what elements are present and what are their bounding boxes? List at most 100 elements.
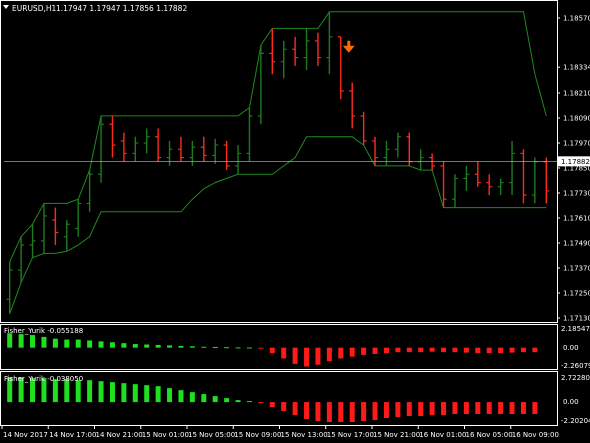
price-tick-label: 1.17610 <box>563 215 590 223</box>
ohlc-bar[interactable] <box>429 153 436 171</box>
ohlc-bar[interactable] <box>303 28 310 71</box>
indicator2-histogram[interactable] <box>7 377 538 422</box>
ohlc-bar[interactable] <box>269 28 276 75</box>
ohlc-bar[interactable] <box>235 145 242 175</box>
indicator1-histogram[interactable] <box>7 333 538 367</box>
fisher2-bar <box>326 402 332 422</box>
ohlc-bar[interactable] <box>86 170 93 212</box>
price-scale[interactable]: 1.18570 1.18334 1.18210 1.18090 1.17970 1.178… <box>557 15 590 323</box>
fisher2-bar <box>361 402 367 421</box>
main-chart-frame <box>0 0 558 323</box>
fisher2-bar <box>224 398 230 403</box>
ohlc-bar[interactable] <box>166 140 173 166</box>
fisher2-bar <box>155 386 161 403</box>
indicator1-scale-zero: 0.00 <box>563 344 579 352</box>
ohlc-bar[interactable] <box>6 261 13 314</box>
ohlc-bar[interactable] <box>543 157 550 204</box>
ohlc-bar[interactable] <box>349 82 356 129</box>
indicator1-scale: 2.185476 0.00 -2.260797 <box>561 325 590 370</box>
fisher2-bar <box>167 388 173 403</box>
time-axis[interactable]: 14 Nov 2017 14 Nov 17:00 14 Nov 21:00 15 No… <box>1 426 559 439</box>
ohlc-bar[interactable] <box>394 132 401 158</box>
ohlc-bar[interactable] <box>132 136 139 162</box>
fisher2-bar <box>383 402 389 419</box>
ohlc-bar[interactable] <box>417 149 424 171</box>
ohlc-bar[interactable] <box>98 115 105 183</box>
time-tick-label: 15 Nov 21:00 <box>373 431 420 439</box>
ohlc-bar[interactable] <box>177 136 184 162</box>
ohlc-bar[interactable] <box>212 138 219 164</box>
ohlc-bar[interactable] <box>18 236 25 283</box>
fisher2-bar <box>75 380 81 403</box>
ohlc-bar[interactable] <box>292 36 299 66</box>
fisher2-bar <box>509 402 515 415</box>
ohlc-bar[interactable] <box>463 165 470 191</box>
fisher2-bar <box>144 385 150 403</box>
ohlc-bar[interactable] <box>406 132 413 166</box>
ohlc-bar[interactable] <box>257 45 264 125</box>
fisher1-bar <box>189 346 195 348</box>
fisher2-bar <box>246 401 252 403</box>
ohlc-bar[interactable] <box>326 11 333 75</box>
indicator2-frame <box>0 371 558 426</box>
time-tick-label: 15 Nov 01:00 <box>142 431 189 439</box>
ohlc-bar[interactable] <box>280 40 287 79</box>
ohlc-bar[interactable] <box>223 140 230 171</box>
channel-lower-line <box>9 136 547 314</box>
ohlc-bar[interactable] <box>383 140 390 166</box>
fisher2-bar <box>201 394 207 403</box>
fisher1-bar <box>304 347 310 367</box>
fisher1-bar <box>87 340 93 348</box>
fisher2-bar <box>178 390 184 403</box>
time-tick-label: 15 Nov 13:00 <box>281 431 328 439</box>
fisher2-bar <box>429 402 435 416</box>
ohlc-readout: 1.17947 1.17947 1.17856 1.17882 <box>56 4 187 13</box>
price-tick-label: 1.18090 <box>563 115 590 123</box>
ohlc-bar[interactable] <box>63 220 70 252</box>
ohlc-bar[interactable] <box>40 203 47 254</box>
ohlc-bar[interactable] <box>143 128 150 154</box>
ohlc-bar[interactable] <box>155 128 162 162</box>
ohlc-bar[interactable] <box>52 207 59 246</box>
fisher2-bar <box>64 379 70 403</box>
ohlc-bar[interactable] <box>246 107 253 162</box>
fisher1-bar <box>429 347 435 352</box>
fisher1-bar <box>395 347 401 353</box>
ohlc-bar[interactable] <box>486 174 493 196</box>
fisher1-bar <box>441 347 447 353</box>
time-tick-label: 14 Nov 21:00 <box>96 431 143 439</box>
fisher1-bar <box>121 343 127 348</box>
price-tick-label: 1.17250 <box>563 290 590 298</box>
ohlc-bar[interactable] <box>200 136 207 162</box>
dropdown-triangle-icon[interactable] <box>3 5 9 9</box>
ohlc-bar[interactable] <box>29 224 36 258</box>
time-tick-label: 15 Nov 09:00 <box>234 431 281 439</box>
fisher1-bar <box>212 346 218 348</box>
fisher2-bar <box>338 402 344 422</box>
ohlc-bar[interactable] <box>520 149 527 204</box>
ohlc-bar[interactable] <box>509 140 516 196</box>
ohlc-bar[interactable] <box>451 174 458 208</box>
fisher2-bar <box>98 381 104 403</box>
time-tick-label: 15 Nov 17:00 <box>327 431 374 439</box>
ohlc-bar[interactable] <box>189 140 196 166</box>
fisher2-bar <box>315 402 321 421</box>
ohlc-bar[interactable] <box>314 32 321 66</box>
ohlc-bar[interactable] <box>497 178 504 196</box>
indicator2-scale-zero: 0.00 <box>563 398 579 406</box>
ohlc-bar[interactable] <box>360 111 367 146</box>
ohlc-bar[interactable] <box>109 115 116 158</box>
ohlc-bar[interactable] <box>440 161 447 208</box>
ohlc-bar[interactable] <box>120 132 127 162</box>
price-tick-label: 1.18334 <box>563 64 590 72</box>
time-tick-label: 16 Nov 01:00 <box>419 431 466 439</box>
price-tick-label: 1.17130 <box>563 315 590 323</box>
fisher1-bar <box>498 347 504 354</box>
ohlc-bar[interactable] <box>531 157 538 204</box>
ohlc-bar[interactable] <box>474 161 481 187</box>
main-chart[interactable] <box>4 11 557 314</box>
ohlc-bar[interactable] <box>75 199 82 237</box>
ohlc-bar[interactable] <box>337 36 344 100</box>
